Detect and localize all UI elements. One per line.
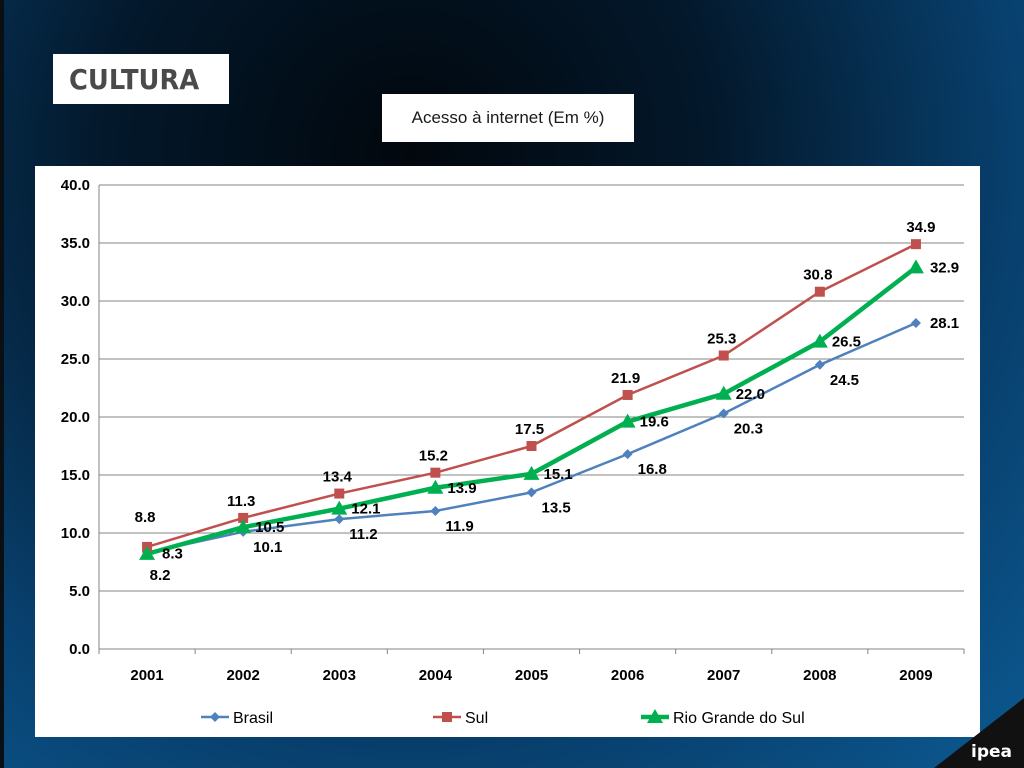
series-line-sul: [146, 243, 917, 549]
legend-marker-sul: [442, 712, 452, 722]
data-point-sul: [430, 467, 441, 478]
corner-decoration: [934, 698, 1024, 768]
data-label-rio-grande-do-sul: 10.5: [255, 519, 284, 536]
data-label-rio-grande-do-sul: 32.9: [930, 259, 959, 276]
left-border: [0, 0, 4, 768]
legend-marker-rio-grande-do-sul: [647, 709, 663, 723]
x-tick-label: 2009: [899, 667, 932, 684]
data-point-sul: [238, 512, 249, 523]
x-tick-label: 2002: [226, 667, 259, 684]
x-tick-label: 2008: [803, 667, 836, 684]
data-point-rio-grande-do-sul: [235, 519, 252, 534]
data-point-rio-grande-do-sul: [811, 333, 828, 348]
ipea-logo: ipea: [971, 742, 1012, 762]
data-label-sul: 17.5: [515, 421, 544, 438]
data-point-brasil: [622, 449, 633, 460]
data-label-sul: 21.9: [611, 370, 640, 387]
x-tick-label: 2006: [611, 667, 644, 684]
data-point-brasil: [526, 487, 537, 498]
data-label-rio-grande-do-sul: 26.5: [832, 334, 861, 351]
data-label-rio-grande-do-sul: 8.2: [150, 567, 171, 584]
data-point-sul: [622, 389, 633, 400]
data-label-sul: 11.3: [227, 493, 255, 510]
chart-title-box: Acesso à internet (Em %): [382, 94, 634, 142]
legend-label-brasil: Brasil: [233, 710, 273, 727]
data-point-sul: [334, 488, 345, 499]
data-point-rio-grande-do-sul: [907, 259, 924, 274]
x-tick-label: 2004: [419, 667, 453, 684]
data-label-brasil: 13.5: [542, 499, 571, 516]
chart-title: Acesso à internet (Em %): [411, 108, 605, 127]
data-label-brasil: 11.2: [349, 526, 377, 543]
data-label-rio-grande-do-sul: 13.9: [447, 480, 476, 497]
data-point-rio-grande-do-sul: [331, 500, 348, 515]
data-label-sul: 13.4: [323, 469, 353, 486]
data-label-rio-grande-do-sul: 19.6: [640, 414, 669, 431]
data-point-sul: [718, 350, 729, 361]
data-label-sul: 30.8: [803, 267, 832, 284]
data-point-sul: [814, 286, 825, 297]
data-label-sul: 15.2: [419, 448, 448, 465]
data-label-brasil: 24.5: [830, 372, 859, 389]
data-label-brasil: 20.3: [734, 421, 763, 438]
y-tick-label: 35.0: [61, 235, 90, 252]
data-point-sul: [526, 441, 537, 451]
data-label-sul: 8.8: [135, 509, 156, 526]
data-label-brasil: 10.1: [253, 539, 282, 556]
chart-panel: 0.0 5.0 10.0 15.0 20.0 25.0 30.0 35.0 40.0 2001 20…: [35, 166, 980, 737]
data-point-brasil: [334, 514, 345, 525]
y-tick-label: 15.0: [61, 467, 90, 484]
y-tick-label: 25.0: [61, 351, 90, 368]
data-point-rio-grande-do-sul: [523, 465, 540, 480]
data-point-sul: [910, 239, 921, 250]
section-title: CULTURA: [69, 62, 200, 96]
data-label-sul: 25.3: [707, 331, 736, 348]
x-tick-label: 2007: [707, 667, 740, 684]
data-point-brasil: [910, 318, 921, 329]
data-label-sul: 34.9: [906, 219, 935, 236]
y-tick-label: 30.0: [61, 293, 90, 310]
data-point-rio-grande-do-sul: [139, 545, 156, 560]
line-chart: 0.0 5.0 10.0 15.0 20.0 25.0 30.0 35.0 40.0 2001 20…: [61, 177, 965, 727]
y-tick-label: 10.0: [61, 525, 90, 542]
data-label-rio-grande-do-sul: 22.0: [736, 386, 765, 403]
data-point-brasil: [430, 505, 441, 516]
x-tick-label: 2005: [515, 667, 548, 684]
legend-marker-brasil: [210, 712, 220, 722]
x-tick-label: 2001: [130, 667, 163, 684]
x-tick-label: 2003: [323, 667, 356, 684]
data-point-rio-grande-do-sul: [715, 385, 732, 400]
data-label-rio-grande-do-sul: 12.1: [351, 501, 380, 518]
series-line-rio-grande-do-sul: [146, 265, 918, 557]
section-title-badge: CULTURA: [53, 54, 229, 104]
data-label-brasil: 28.1: [930, 315, 959, 332]
data-point-rio-grande-do-sul: [427, 479, 444, 494]
data-point-brasil: [718, 408, 729, 419]
legend-label-rio-grande-do-sul: Rio Grande do Sul: [673, 710, 805, 727]
data-point-rio-grande-do-sul: [619, 413, 636, 428]
y-tick-label: 40.0: [61, 177, 90, 194]
data-point-brasil: [814, 359, 825, 370]
y-tick-label: 20.0: [61, 409, 90, 426]
data-label-brasil: 16.8: [638, 461, 667, 478]
data-label-brasil: 8.3: [162, 546, 183, 563]
y-tick-label: 0.0: [69, 641, 90, 658]
y-tick-label: 5.0: [69, 583, 90, 600]
data-label-brasil: 11.9: [445, 518, 473, 535]
data-label-rio-grande-do-sul: 15.1: [544, 466, 573, 483]
legend-label-sul: Sul: [465, 710, 488, 727]
